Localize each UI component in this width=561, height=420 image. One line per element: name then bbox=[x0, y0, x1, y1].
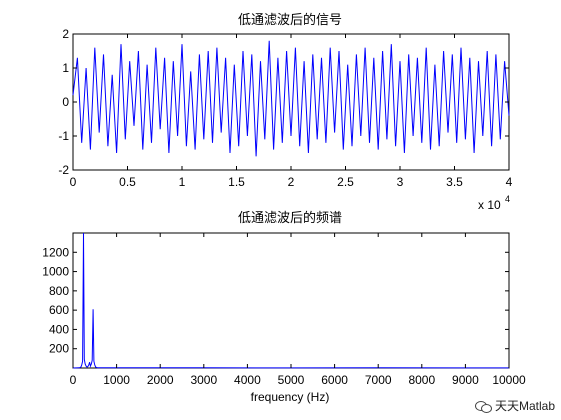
x-tick-label: 10000 bbox=[492, 373, 526, 387]
spectrum-xlabel: frequency (Hz) bbox=[251, 390, 330, 404]
signal-marks bbox=[72, 40, 510, 157]
signal-series-line bbox=[72, 40, 510, 157]
spectrum-title: 低通滤波后的频谱 bbox=[238, 210, 342, 226]
x-tick-label: 2 bbox=[288, 175, 295, 189]
wechat-icon bbox=[474, 399, 492, 413]
y-tick-label: 200 bbox=[49, 342, 69, 356]
signal-y-ticks: -2 -1 0 1 2 bbox=[58, 27, 509, 177]
y-tick-label: 800 bbox=[49, 284, 69, 298]
signal-x-ticks: 0 0.5 1 1.5 2 2.5 3 3.5 4 bbox=[70, 34, 513, 189]
y-tick-label: -1 bbox=[58, 129, 69, 143]
y-tick-label: 600 bbox=[49, 303, 69, 317]
y-tick-label: 1200 bbox=[42, 245, 69, 259]
x-tick-label: 4000 bbox=[234, 373, 261, 387]
watermark-text: 天天Matlab bbox=[494, 399, 555, 413]
y-tick-label: 2 bbox=[62, 27, 69, 41]
x-tick-label: 0.5 bbox=[119, 175, 136, 189]
x-tick-label: 1000 bbox=[103, 373, 130, 387]
x-tick-label: 6000 bbox=[321, 373, 348, 387]
y-tick-label: 400 bbox=[49, 322, 69, 336]
x-tick-label: 2.5 bbox=[337, 175, 354, 189]
y-tick-label: 0 bbox=[62, 95, 69, 109]
spectrum-x-ticks: 0 1000 2000 3000 4000 5000 6000 7000 8000 9000 100… bbox=[70, 233, 526, 387]
x-tick-label: 3 bbox=[397, 175, 404, 189]
x-tick-label: 0 bbox=[70, 175, 77, 189]
x-tick-label: 0 bbox=[70, 373, 77, 387]
spectrum-axes: 低通滤波后的频谱 0 1000 2000 3000 4000 5000 6000 7000 80… bbox=[42, 210, 526, 404]
x-tick-label: 5000 bbox=[278, 373, 305, 387]
spectrum-series-line bbox=[72, 232, 509, 369]
x-tick-label: 3.5 bbox=[446, 175, 463, 189]
x-tick-label: 1 bbox=[179, 175, 186, 189]
x-tick-label: 9000 bbox=[452, 373, 479, 387]
watermark: 天天Matlab bbox=[474, 397, 555, 414]
spectrum-y-ticks: 200 400 600 800 1000 1200 bbox=[42, 245, 509, 356]
x-tick-label: 1.5 bbox=[228, 175, 245, 189]
signal-x-exponent: 4 bbox=[505, 194, 510, 204]
y-tick-label: -2 bbox=[58, 163, 69, 177]
y-tick-label: 1000 bbox=[42, 265, 69, 279]
signal-title: 低通滤波后的信号 bbox=[238, 12, 342, 28]
x-tick-label: 7000 bbox=[365, 373, 392, 387]
spectrum-plot-area bbox=[72, 232, 510, 369]
signal-x-exponent-label: x 10 bbox=[478, 198, 501, 212]
spectrum-marks bbox=[72, 232, 509, 369]
x-tick-label: 2000 bbox=[147, 373, 174, 387]
y-tick-label: 1 bbox=[62, 61, 69, 75]
x-tick-label: 3000 bbox=[190, 373, 217, 387]
x-tick-label: 8000 bbox=[408, 373, 435, 387]
x-tick-label: 4 bbox=[506, 175, 513, 189]
